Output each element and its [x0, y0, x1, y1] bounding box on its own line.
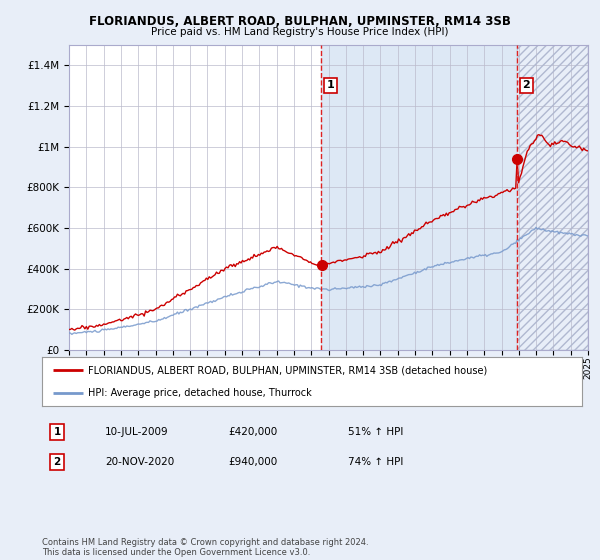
Text: 2: 2 [53, 457, 61, 467]
Text: 1: 1 [53, 427, 61, 437]
Text: HPI: Average price, detached house, Thurrock: HPI: Average price, detached house, Thur… [88, 388, 311, 398]
Text: 10-JUL-2009: 10-JUL-2009 [105, 427, 169, 437]
Text: 1: 1 [326, 81, 334, 91]
Text: 20-NOV-2020: 20-NOV-2020 [105, 457, 174, 467]
Text: 51% ↑ HPI: 51% ↑ HPI [348, 427, 403, 437]
Text: Contains HM Land Registry data © Crown copyright and database right 2024.
This d: Contains HM Land Registry data © Crown c… [42, 538, 368, 557]
Text: FLORIANDUS, ALBERT ROAD, BULPHAN, UPMINSTER, RM14 3SB (detached house): FLORIANDUS, ALBERT ROAD, BULPHAN, UPMINS… [88, 365, 487, 375]
Text: 2: 2 [523, 81, 530, 91]
Bar [321, 45, 517, 350]
Bar [517, 45, 588, 350]
Text: 74% ↑ HPI: 74% ↑ HPI [348, 457, 403, 467]
Text: FLORIANDUS, ALBERT ROAD, BULPHAN, UPMINSTER, RM14 3SB: FLORIANDUS, ALBERT ROAD, BULPHAN, UPMINS… [89, 15, 511, 27]
Text: £940,000: £940,000 [228, 457, 277, 467]
Text: £420,000: £420,000 [228, 427, 277, 437]
Text: Price paid vs. HM Land Registry's House Price Index (HPI): Price paid vs. HM Land Registry's House … [151, 27, 449, 37]
